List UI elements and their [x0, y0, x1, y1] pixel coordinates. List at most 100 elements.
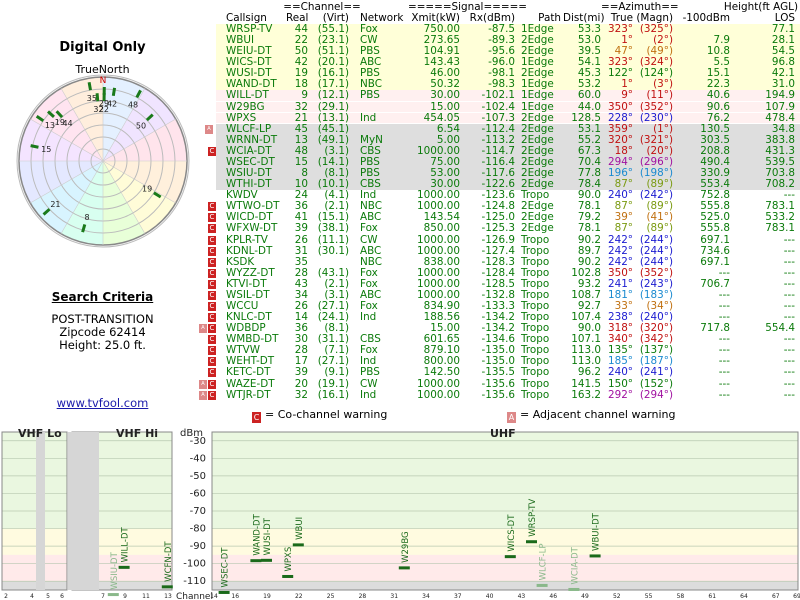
channel-tick: 25	[327, 593, 335, 600]
table-row[interactable]: W29BG 32 (29.1) 15.00 -102.4 1Edge 44.0 350° (35…	[216, 100, 800, 113]
cell-height-100dbm: 553.4	[700, 178, 730, 191]
cell-channel-virtual: (43.1)	[317, 266, 349, 279]
cell-azimuth-magnetic: (1°)	[653, 122, 673, 135]
table-row[interactable]: WSEC-DT 15 (14.1) PBS 75.00 -116.4 2Edge 70.4 29…	[216, 157, 800, 168]
table-row[interactable]: WTHI-DT 10 (10.1) CBS 30.00 -122.6 2Edge 78.4 87…	[216, 179, 800, 190]
signal-band	[212, 572, 798, 582]
tvfool-link[interactable]: www.tvfool.com	[56, 396, 149, 410]
table-row[interactable]: WLCF-LP 45 (45.1) 6.54 -112.4 2Edge 53.1 359° (1…	[216, 122, 800, 135]
co-channel-warning-icon: C	[208, 246, 216, 256]
co-channel-warning-icon: C	[208, 290, 216, 300]
cell-azimuth-true: 359°	[607, 122, 633, 135]
cell-network: CBS	[360, 333, 381, 346]
column-header-azimuth-true[interactable]: True	[610, 12, 633, 24]
table-row[interactable]: WEHT-DT 17 (27.1) Ind 800.00 -135.0 Tropo 113.0…	[216, 356, 800, 368]
cell-callsign: WDBDP	[226, 322, 266, 335]
table-row[interactable]: WRNN-DT 13 (49.1) MyN 5.00 -113.2 2Edge 55.2 320…	[216, 134, 800, 146]
table-row[interactable]: WAZE-DT 20 (19.1) CW 1000.00 -135.6 Tropo 141.5…	[216, 378, 800, 390]
table-row[interactable]: WDBDP 36 (8.1) 15.00 -134.2 Tropo 90.0 318° (320…	[216, 323, 800, 334]
cell-network: CW	[360, 233, 378, 246]
compass-marker-label: 29	[99, 99, 109, 108]
table-row[interactable]: WUSI-DT 19 (16.1) PBS 46.00 -98.1 2Edge 45.3 122…	[216, 68, 800, 80]
column-header-network[interactable]: Network	[360, 12, 404, 24]
column-header-channel-virtual[interactable]: (Virt)	[322, 12, 349, 24]
table-row[interactable]: WILL-DT 9 (12.1) PBS 30.00 -102.1 1Edge 60.0 9° (…	[216, 89, 800, 102]
cell-height-100dbm: 22.3	[706, 78, 730, 91]
table-row[interactable]: KETC-DT 39 (9.1) PBS 142.50 -135.5 Tropo 96.2 24…	[216, 366, 800, 379]
adjacent-channel-warning-icon: A	[199, 390, 207, 400]
table-row[interactable]: KNLC-DT 14 (24.1) Ind 188.56 -134.2 Tropo 107.4…	[216, 312, 800, 323]
table-row[interactable]: WFXW-DT 39 (38.1) Fox 850.00 -125.3 2Edge 78.1 8…	[216, 223, 800, 235]
signal-bar-label: WBUI-DT	[592, 512, 602, 551]
cell-distance: 39.5	[577, 45, 601, 58]
table-row[interactable]: WCIA-DT 48 (3.1) CBS 1000.00 -114.7 2Edge 67.3 1…	[216, 146, 800, 157]
table-row[interactable]: WTVW 28 (7.1) Fox 879.10 -135.0 Tropo 113.0 135°…	[216, 344, 800, 357]
signal-bar-label: WILL-DT	[121, 527, 131, 563]
table-row[interactable]: WRSP-TV 44 (55.1) Fox 750.00 -87.5 1Edge 53.3 32…	[216, 24, 800, 35]
cell-azimuth-magnetic: (137°)	[639, 344, 673, 357]
cell-channel-virtual: (29.1)	[317, 100, 349, 113]
table-row[interactable]: WSIU-DT 8 (8.1) PBS 53.00 -117.6 2Edge 77.8 196°…	[216, 168, 800, 179]
table-row[interactable]: WBUI 22 (23.1) CW 273.65 -89.3 2Edge 53.0 1° (2°)…	[216, 35, 800, 46]
cell-rx-signal: -114.7	[481, 144, 516, 157]
column-header-xmit-power[interactable]: Xmit(kW)	[411, 12, 460, 24]
table-row[interactable]: WCCU 26 (27.1) Fox 834.90 -133.3 Tropo 92.7 33° (…	[216, 301, 800, 312]
table-row[interactable]: WPXS 21 (13.1) Ind 454.05 -107.3 2Edge 128.5 228…	[216, 111, 800, 124]
table-row[interactable]: WICD-DT 41 (15.1) ABC 143.54 -125.0 2Edge 79.2 3…	[216, 211, 800, 224]
table-row[interactable]: WMBD-DT 30 (31.1) CBS 601.65 -134.6 Tropo 107.1…	[216, 333, 800, 346]
table-row[interactable]: WTWO-DT 36 (2.1) NBC 1000.00 -124.8 2Edge 78.1 8…	[216, 201, 800, 213]
signal-band	[2, 572, 67, 582]
column-header-path[interactable]: Path	[538, 12, 561, 24]
compass-marker	[81, 224, 87, 233]
cell-callsign: W29BG	[226, 100, 265, 113]
table-row[interactable]: KWDV 24 (4.1) Ind 1000.00 -123.6 Tropo 90.0 240°…	[216, 190, 800, 201]
cell-azimuth-magnetic: (244°)	[639, 233, 673, 246]
cell-path: Tropo	[521, 366, 550, 379]
table-row[interactable]: KPLR-TV 26 (11.1) CW 1000.00 -126.9 Tropo 90.2 2…	[216, 233, 800, 246]
cell-rx-signal: -127.4	[481, 244, 516, 257]
compass-marker-label: 32	[93, 105, 103, 114]
compass-marker-label: 44	[62, 119, 72, 128]
column-header-height-100dbm[interactable]: -100dBm	[682, 12, 730, 24]
table-row[interactable]: WTJR-DT 32 (16.1) Ind 1000.00 -135.6 Tropo 163.…	[216, 388, 800, 401]
channel-tick: 19	[263, 593, 271, 600]
compass-spoke	[30, 160, 104, 204]
table-row[interactable]: KSDK 35 NBC 838.00 -128.3 Tropo 90.2 242° (244°)…	[216, 256, 800, 268]
table-row[interactable]: WSIL-DT 34 (3.1) ABC 1000.00 -132.8 Tropo 108.7…	[216, 290, 800, 301]
cell-channel-real: 9	[301, 89, 308, 102]
cell-path: 2Edge	[521, 211, 554, 224]
cell-path: Tropo	[521, 300, 550, 312]
compass-marker	[35, 115, 45, 122]
table-row[interactable]: WICS-DT 42 (20.1) ABC 143.43 -96.0 1Edge 54.1 32…	[216, 57, 800, 69]
compass-marker-label: 21	[50, 200, 60, 209]
table-row[interactable]: WEIU-DT 50 (51.1) PBS 104.91 -95.6 2Edge 39.5 47…	[216, 46, 800, 57]
column-header-rx-signal[interactable]: Rx(dBm)	[469, 12, 515, 24]
cell-network: NBC	[360, 78, 382, 91]
header-group-height: Height(ft AGL)	[723, 1, 798, 13]
cell-rx-signal: -102.1	[481, 89, 516, 102]
table-row[interactable]: KDNL-DT 31 (30.1) ABC 1000.00 -127.4 Tropo 89.7…	[216, 244, 800, 257]
column-header-channel-real[interactable]: Real	[286, 12, 309, 24]
cell-xmit-power: 75.00	[430, 155, 460, 168]
table-row[interactable]: WYZZ-DT 28 (43.1) Fox 1000.00 -128.4 Tropo 102.…	[216, 266, 800, 279]
cell-height-100dbm: ---	[718, 344, 730, 357]
cell-network: Ind	[360, 111, 377, 124]
search-criteria-title[interactable]: Search Criteria	[51, 290, 154, 304]
column-header-height-los[interactable]: LOS	[774, 12, 795, 24]
cell-network: ABC	[360, 211, 382, 224]
compass-sector	[61, 77, 103, 161]
column-header-azimuth-magnetic[interactable]: (Magn)	[636, 12, 673, 24]
cell-azimuth-magnetic: (296°)	[639, 155, 673, 168]
column-header-distance[interactable]: Dist(mi)	[563, 12, 605, 24]
column-header-callsign[interactable]: Callsign	[226, 12, 267, 24]
table-row[interactable]: WAND-DT 18 (17.1) NBC 50.32 -98.3 1Edge 53.2 1° (…	[216, 78, 800, 91]
cell-xmit-power: 1000.00	[417, 388, 460, 401]
table-row[interactable]: KTVI-DT 43 (2.1) Fox 1000.00 -128.5 Tropo 93.2 2…	[216, 279, 800, 290]
cell-xmit-power: 834.90	[423, 300, 460, 312]
cell-channel-virtual: (55.1)	[317, 23, 349, 35]
cell-azimuth-magnetic: (242°)	[639, 189, 673, 202]
cell-network: Ind	[360, 311, 377, 324]
cell-azimuth-true: 323°	[607, 23, 633, 35]
legend-co-channel: C = Co-channel warning	[252, 408, 387, 423]
cell-callsign: KTVI-DT	[226, 277, 267, 290]
